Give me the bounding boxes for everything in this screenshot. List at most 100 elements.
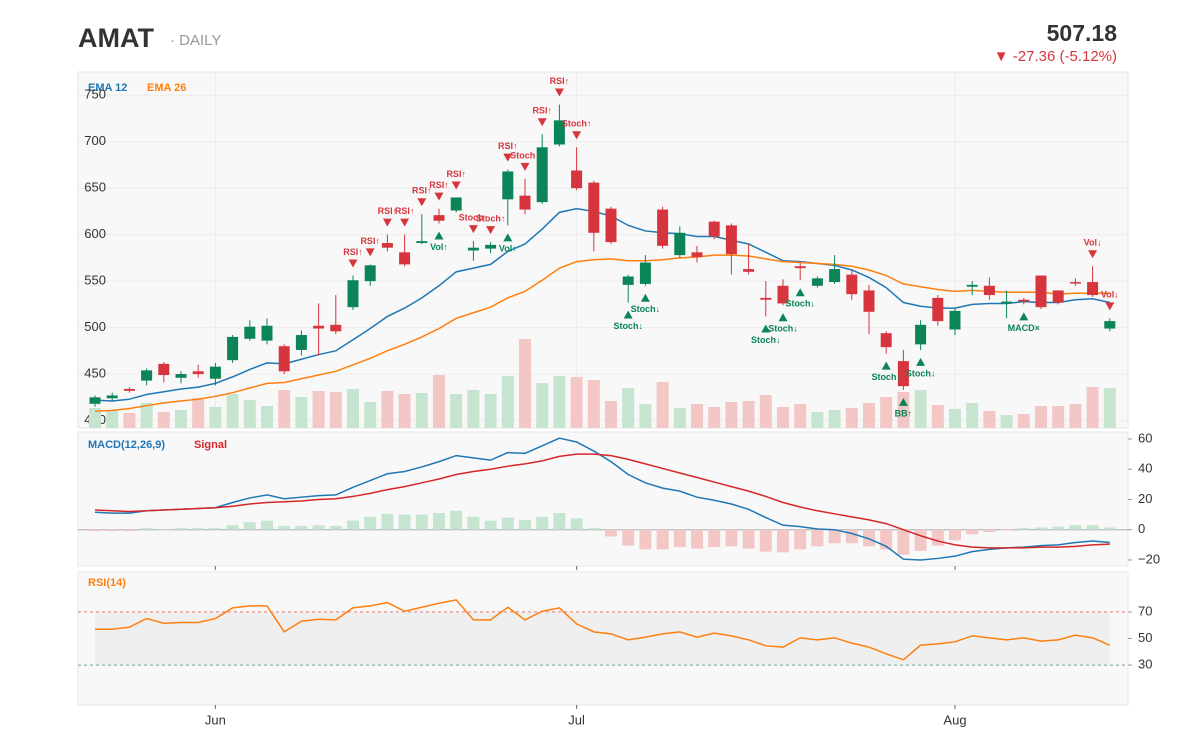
macd-line bbox=[94, 437, 1110, 561]
signal-label: Stoch↑ bbox=[476, 213, 506, 223]
candle-body bbox=[175, 374, 187, 378]
signal-marker bbox=[1088, 250, 1098, 259]
signal-label: Vol↑ bbox=[430, 242, 448, 252]
volume-bar bbox=[605, 401, 617, 428]
candle-body bbox=[519, 195, 531, 210]
x-tick-label: Jun bbox=[205, 712, 226, 727]
volume-bar bbox=[140, 403, 153, 428]
signal-label: Stoch↓ bbox=[751, 335, 781, 345]
histogram-bar bbox=[364, 516, 377, 530]
volume-bar bbox=[639, 404, 652, 428]
volume-bar bbox=[123, 413, 136, 428]
signal-label: MACD× bbox=[1008, 323, 1040, 333]
candle-body bbox=[966, 284, 978, 287]
candle-body bbox=[811, 278, 823, 286]
histogram-bar bbox=[897, 529, 910, 555]
signal-label: Stoch↑ bbox=[510, 150, 540, 160]
candle-body bbox=[777, 285, 789, 304]
histogram-bar bbox=[673, 529, 686, 548]
histogram-bar bbox=[192, 528, 205, 530]
volume-bar bbox=[931, 405, 944, 428]
signal-marker bbox=[400, 218, 410, 227]
volume-bar bbox=[1069, 404, 1082, 428]
signal-label: RSI↑ bbox=[498, 141, 518, 151]
signal-marker bbox=[572, 131, 582, 140]
candle-body bbox=[381, 243, 393, 248]
signal-marker bbox=[468, 225, 478, 234]
histogram-bar bbox=[811, 529, 824, 547]
y-tick-label: 40 bbox=[1138, 461, 1152, 476]
candle-body bbox=[915, 324, 927, 345]
candle-body bbox=[1052, 290, 1064, 303]
signal-label: Vol↑ bbox=[499, 244, 517, 254]
candle-body bbox=[192, 371, 204, 375]
histogram-bar bbox=[742, 529, 755, 549]
signal-label: Stoch↓ bbox=[613, 321, 643, 331]
signal-label: RSI↑ bbox=[412, 186, 432, 196]
signal-marker bbox=[417, 198, 427, 207]
volume-bar bbox=[794, 404, 807, 428]
volume-bar bbox=[1000, 415, 1013, 428]
signal-marker bbox=[382, 218, 392, 227]
signal-label: BB↑ bbox=[895, 408, 913, 418]
signal-label: RSI↑ bbox=[446, 169, 466, 179]
signal-marker bbox=[434, 231, 444, 240]
candle-body bbox=[743, 269, 755, 272]
histogram-bar bbox=[1017, 528, 1030, 530]
signal-marker bbox=[348, 259, 358, 268]
volume-bar bbox=[553, 376, 566, 428]
signal-marker bbox=[640, 293, 650, 302]
rsi-band bbox=[95, 611, 1110, 666]
histogram-bar bbox=[329, 525, 342, 530]
candle-body bbox=[880, 333, 892, 348]
candle-body bbox=[829, 269, 841, 283]
histogram-bar bbox=[1000, 529, 1013, 531]
histogram-bar bbox=[1052, 526, 1065, 530]
histogram-bar bbox=[398, 514, 411, 530]
signal-label: RSI↑ bbox=[395, 206, 415, 216]
histogram-bar bbox=[759, 529, 772, 552]
legend-ema12: EMA 12 bbox=[88, 82, 127, 94]
candle-body bbox=[330, 324, 342, 332]
y-tick-label: 750 bbox=[84, 87, 106, 102]
histogram-bar bbox=[794, 529, 807, 550]
signal-label: RSI↑ bbox=[429, 180, 449, 190]
volume-bar bbox=[1017, 414, 1030, 428]
price-panel bbox=[77, 71, 1129, 429]
candle-body bbox=[760, 297, 772, 300]
candle-body bbox=[846, 274, 858, 295]
histogram-bar bbox=[949, 529, 961, 541]
signal-label: Stoch↓ bbox=[631, 304, 661, 314]
candle-body bbox=[1001, 301, 1013, 304]
histogram-bar bbox=[1103, 527, 1116, 530]
volume-bar bbox=[536, 383, 549, 428]
volume-bar bbox=[828, 410, 841, 428]
candle-body bbox=[553, 120, 565, 145]
candle-body bbox=[949, 310, 961, 330]
signal-label: RSI↑ bbox=[550, 76, 570, 86]
rsi-line bbox=[95, 599, 1111, 661]
signal-label: Vol↓ bbox=[1101, 290, 1119, 300]
histogram-bar bbox=[828, 529, 841, 544]
histogram-bar bbox=[450, 510, 463, 530]
volume-bar bbox=[484, 394, 497, 428]
signal-marker bbox=[1019, 312, 1029, 321]
y-tick-label: 50 bbox=[1138, 630, 1152, 645]
candle-body bbox=[399, 252, 411, 265]
candle-body bbox=[657, 209, 669, 246]
candle-body bbox=[794, 266, 806, 269]
y-tick-label: 700 bbox=[84, 133, 106, 148]
histogram-bar bbox=[639, 529, 652, 550]
signal-marker bbox=[537, 118, 547, 127]
histogram-bar bbox=[157, 528, 170, 530]
signal-label: Stoch↓ bbox=[871, 372, 901, 382]
histogram-bar bbox=[1069, 525, 1082, 530]
interval: · DAILY bbox=[170, 32, 221, 49]
histogram-bar bbox=[1086, 525, 1099, 530]
histogram-bar bbox=[570, 518, 583, 530]
histogram-bar bbox=[622, 529, 635, 546]
histogram-bar bbox=[312, 525, 325, 530]
legend-ema26: EMA 26 bbox=[147, 82, 186, 94]
volume-bar bbox=[863, 403, 875, 428]
signal-label: Stoch↓ bbox=[785, 299, 815, 309]
